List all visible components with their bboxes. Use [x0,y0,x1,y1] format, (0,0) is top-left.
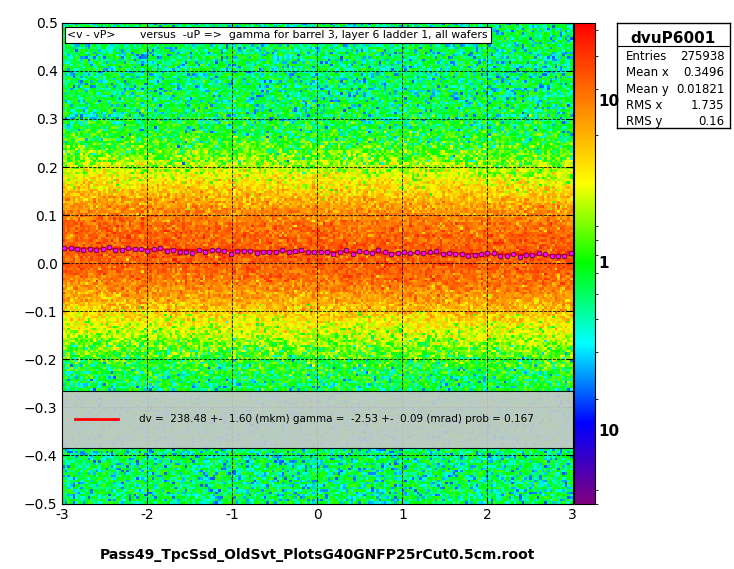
Text: <v - vP>       versus  -uP =>  gamma for barrel 3, layer 6 ladder 1, all wafers: <v - vP> versus -uP => gamma for barrel … [68,30,488,40]
Bar [62,390,573,448]
Text: 1.735: 1.735 [691,99,724,112]
Text: 10: 10 [598,424,619,439]
Text: Pass49_TpcSsd_OldSvt_PlotsG40GNFP25rCut0.5cm.root: Pass49_TpcSsd_OldSvt_PlotsG40GNFP25rCut0… [99,548,535,562]
Text: Mean x: Mean x [625,67,669,80]
Text: 0.01821: 0.01821 [676,83,724,96]
Text: 10: 10 [598,94,619,109]
Text: RMS x: RMS x [625,99,662,112]
Text: Mean y: Mean y [625,83,669,96]
Text: 1: 1 [598,255,608,271]
Text: RMS y: RMS y [625,116,662,129]
Text: Entries: Entries [625,50,667,63]
Text: dv =  238.48 +-  1.60 (mkm) gamma =  -2.53 +-  0.09 (mrad) prob = 0.167: dv = 238.48 +- 1.60 (mkm) gamma = -2.53 … [139,414,534,424]
Text: 0.16: 0.16 [699,116,724,129]
Text: dvuP6001: dvuP6001 [631,31,716,46]
Text: 275938: 275938 [680,50,724,63]
Text: 0.3496: 0.3496 [683,67,724,80]
